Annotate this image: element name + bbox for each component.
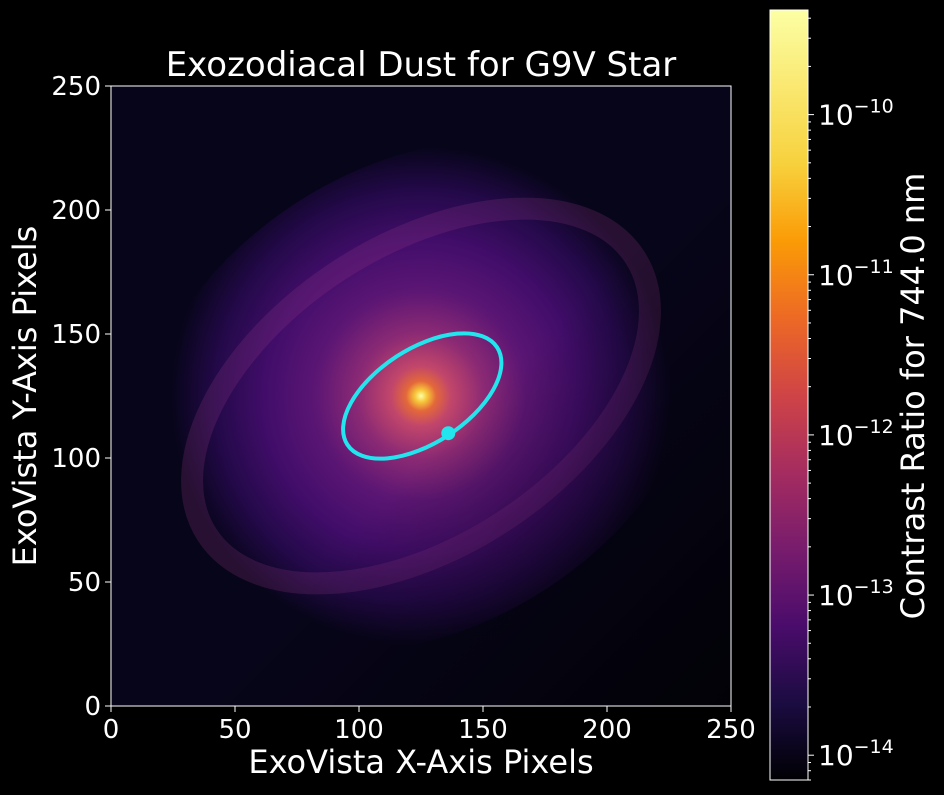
y-tick-label: 100 [51, 444, 101, 474]
y-axis-ticks: 0 50 100 150 200 250 [51, 72, 111, 722]
colorbar-tick-label: 10−13 [818, 576, 894, 612]
x-tick-label: 0 [103, 715, 120, 745]
y-tick-label: 0 [84, 692, 101, 722]
x-tick-label: 250 [706, 715, 756, 745]
planet-marker [441, 426, 456, 441]
x-tick-label: 100 [334, 715, 384, 745]
x-tick-label: 200 [582, 715, 632, 745]
colorbar-tick-label: 10−11 [818, 256, 894, 292]
colorbar [769, 9, 809, 781]
x-axis-label: ExoVista X-Axis Pixels [248, 743, 593, 781]
y-tick-label: 250 [51, 72, 101, 102]
colorbar-label: Contrast Ratio for 744.0 nm [894, 173, 932, 620]
y-tick-label: 150 [51, 320, 101, 350]
x-tick-label: 150 [458, 715, 508, 745]
x-tick-label: 50 [218, 715, 251, 745]
y-axis-label: ExoVista Y-Axis Pixels [6, 226, 44, 567]
plot-frame [110, 85, 732, 707]
x-axis-ticks: 0 50 100 150 200 250 [103, 706, 756, 745]
colorbar-tick-label: 10−12 [818, 416, 894, 452]
y-tick-label: 50 [68, 568, 101, 598]
colorbar-tick-label: 10−14 [818, 736, 894, 772]
colorbar-tick-label: 10−10 [818, 96, 894, 132]
dust-heatmap [111, 86, 731, 706]
colorbar-ticks: 10−10 10−11 10−12 10−13 10−14 [808, 17, 894, 781]
chart-title: Exozodiacal Dust for G9V Star [166, 45, 677, 85]
y-tick-label: 200 [51, 196, 101, 226]
